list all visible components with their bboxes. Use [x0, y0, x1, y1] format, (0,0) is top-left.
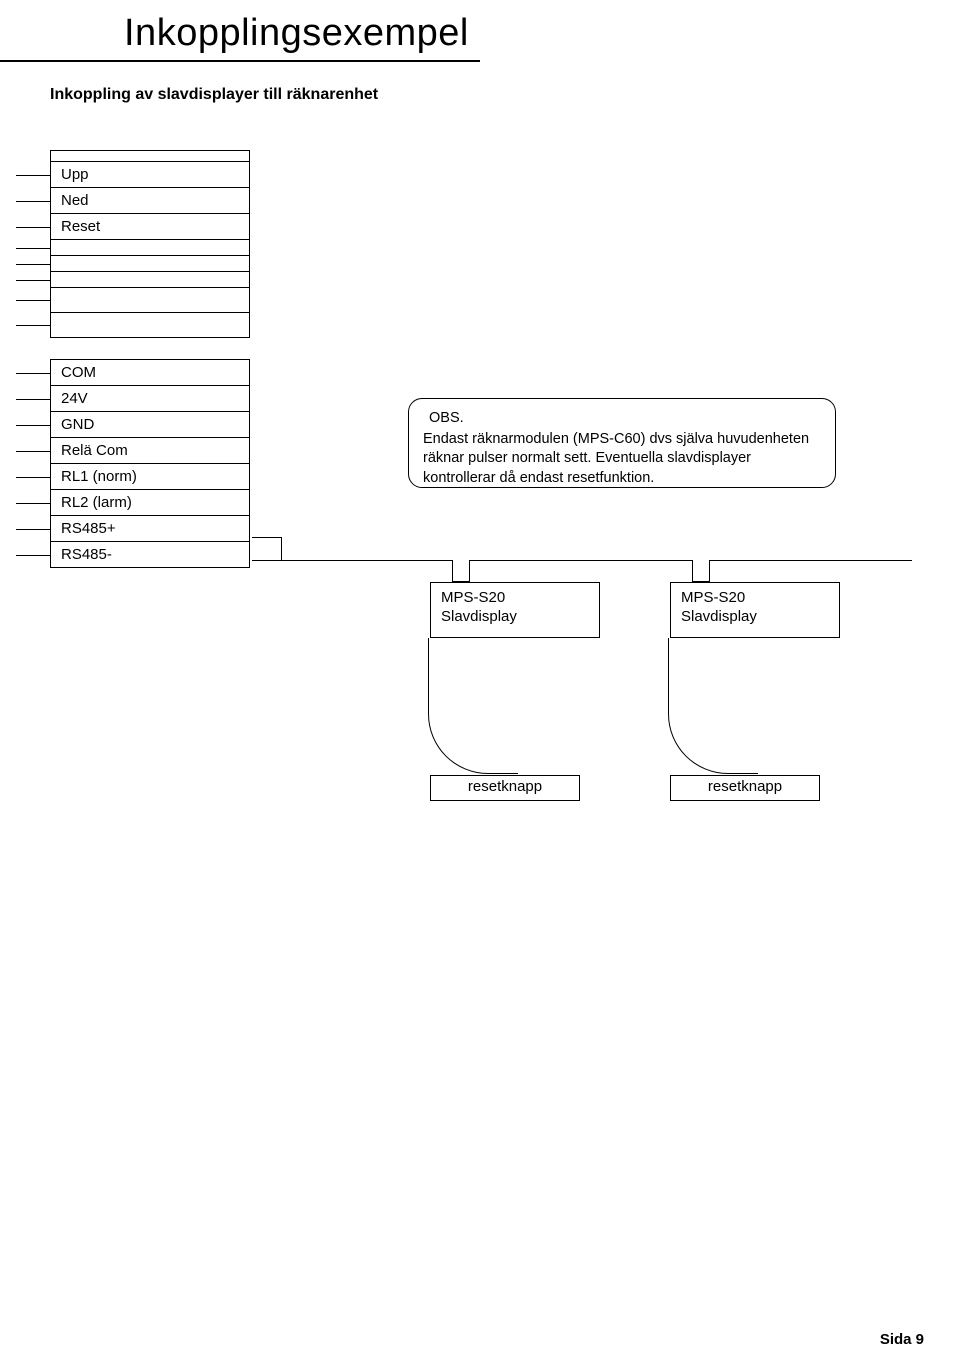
terminal-blank [50, 239, 250, 256]
resetknapp-box-1: resetknapp [430, 775, 580, 801]
slav2-drop-connector [692, 560, 710, 582]
slavdisplay-box-2: MPS-S20 Slavdisplay [670, 582, 840, 638]
note-body: Endast räknarmodulen (MPS-C60) dvs själv… [423, 430, 821, 489]
terminal-label: Relä Com [61, 442, 128, 459]
terminal-label: COM [61, 364, 96, 381]
slav1-drop-connector [452, 560, 470, 582]
reset-label: resetknapp [468, 778, 542, 795]
terminal-label: RS485- [61, 546, 112, 563]
terminal-gnd: GND [50, 411, 250, 438]
rs485-bus-line [282, 560, 912, 561]
slavdisplay-box-1: MPS-S20 Slavdisplay [430, 582, 600, 638]
terminal-ned: Ned [50, 187, 250, 214]
terminal-rs485m: RS485- [50, 541, 250, 568]
slav-line1: MPS-S20 [681, 589, 829, 608]
terminal-com: COM [50, 359, 250, 386]
terminal-label: RS485+ [61, 520, 116, 537]
page-footer: Sida 9 [880, 1331, 924, 1348]
terminal-blank [50, 271, 250, 288]
resetknapp-box-2: resetknapp [670, 775, 820, 801]
reset-label: resetknapp [708, 778, 782, 795]
terminal-upp: Upp [50, 161, 250, 188]
slav-line1: MPS-S20 [441, 589, 589, 608]
reset-wire-1 [428, 638, 518, 774]
slav-line2: Slavdisplay [441, 608, 589, 627]
terminal-label: Ned [61, 192, 89, 209]
terminal-block-bottom: COM 24V GND Relä Com RL1 (norm) RL2 (lar… [50, 360, 250, 568]
terminal-rs485p: RS485+ [50, 515, 250, 542]
terminal-rl1: RL1 (norm) [50, 463, 250, 490]
rs485-connector-stub [252, 537, 282, 561]
terminal-rl2: RL2 (larm) [50, 489, 250, 516]
title-underline [0, 60, 480, 62]
terminal-block-top: Upp Ned Reset [50, 162, 250, 338]
terminal-24v: 24V [50, 385, 250, 412]
terminal-label: GND [61, 416, 94, 433]
reset-wire-2 [668, 638, 758, 774]
terminal-label: RL1 (norm) [61, 468, 137, 485]
terminal-blank [50, 312, 250, 338]
page-title: Inkopplingsexempel [124, 12, 469, 55]
terminal-blank [50, 287, 250, 313]
terminal-label: RL2 (larm) [61, 494, 132, 511]
terminal-label: 24V [61, 390, 88, 407]
terminal-rela-com: Relä Com [50, 437, 250, 464]
terminal-label: Upp [61, 166, 89, 183]
terminal-label: Reset [61, 218, 100, 235]
page-subtitle: Inkoppling av slavdisplayer till räknare… [50, 86, 378, 104]
terminal-reset: Reset [50, 213, 250, 240]
slav-line2: Slavdisplay [681, 608, 829, 627]
terminal-blank [50, 255, 250, 272]
note-box: OBS. Endast räknarmodulen (MPS-C60) dvs … [408, 398, 836, 488]
note-heading: OBS. [423, 409, 821, 429]
